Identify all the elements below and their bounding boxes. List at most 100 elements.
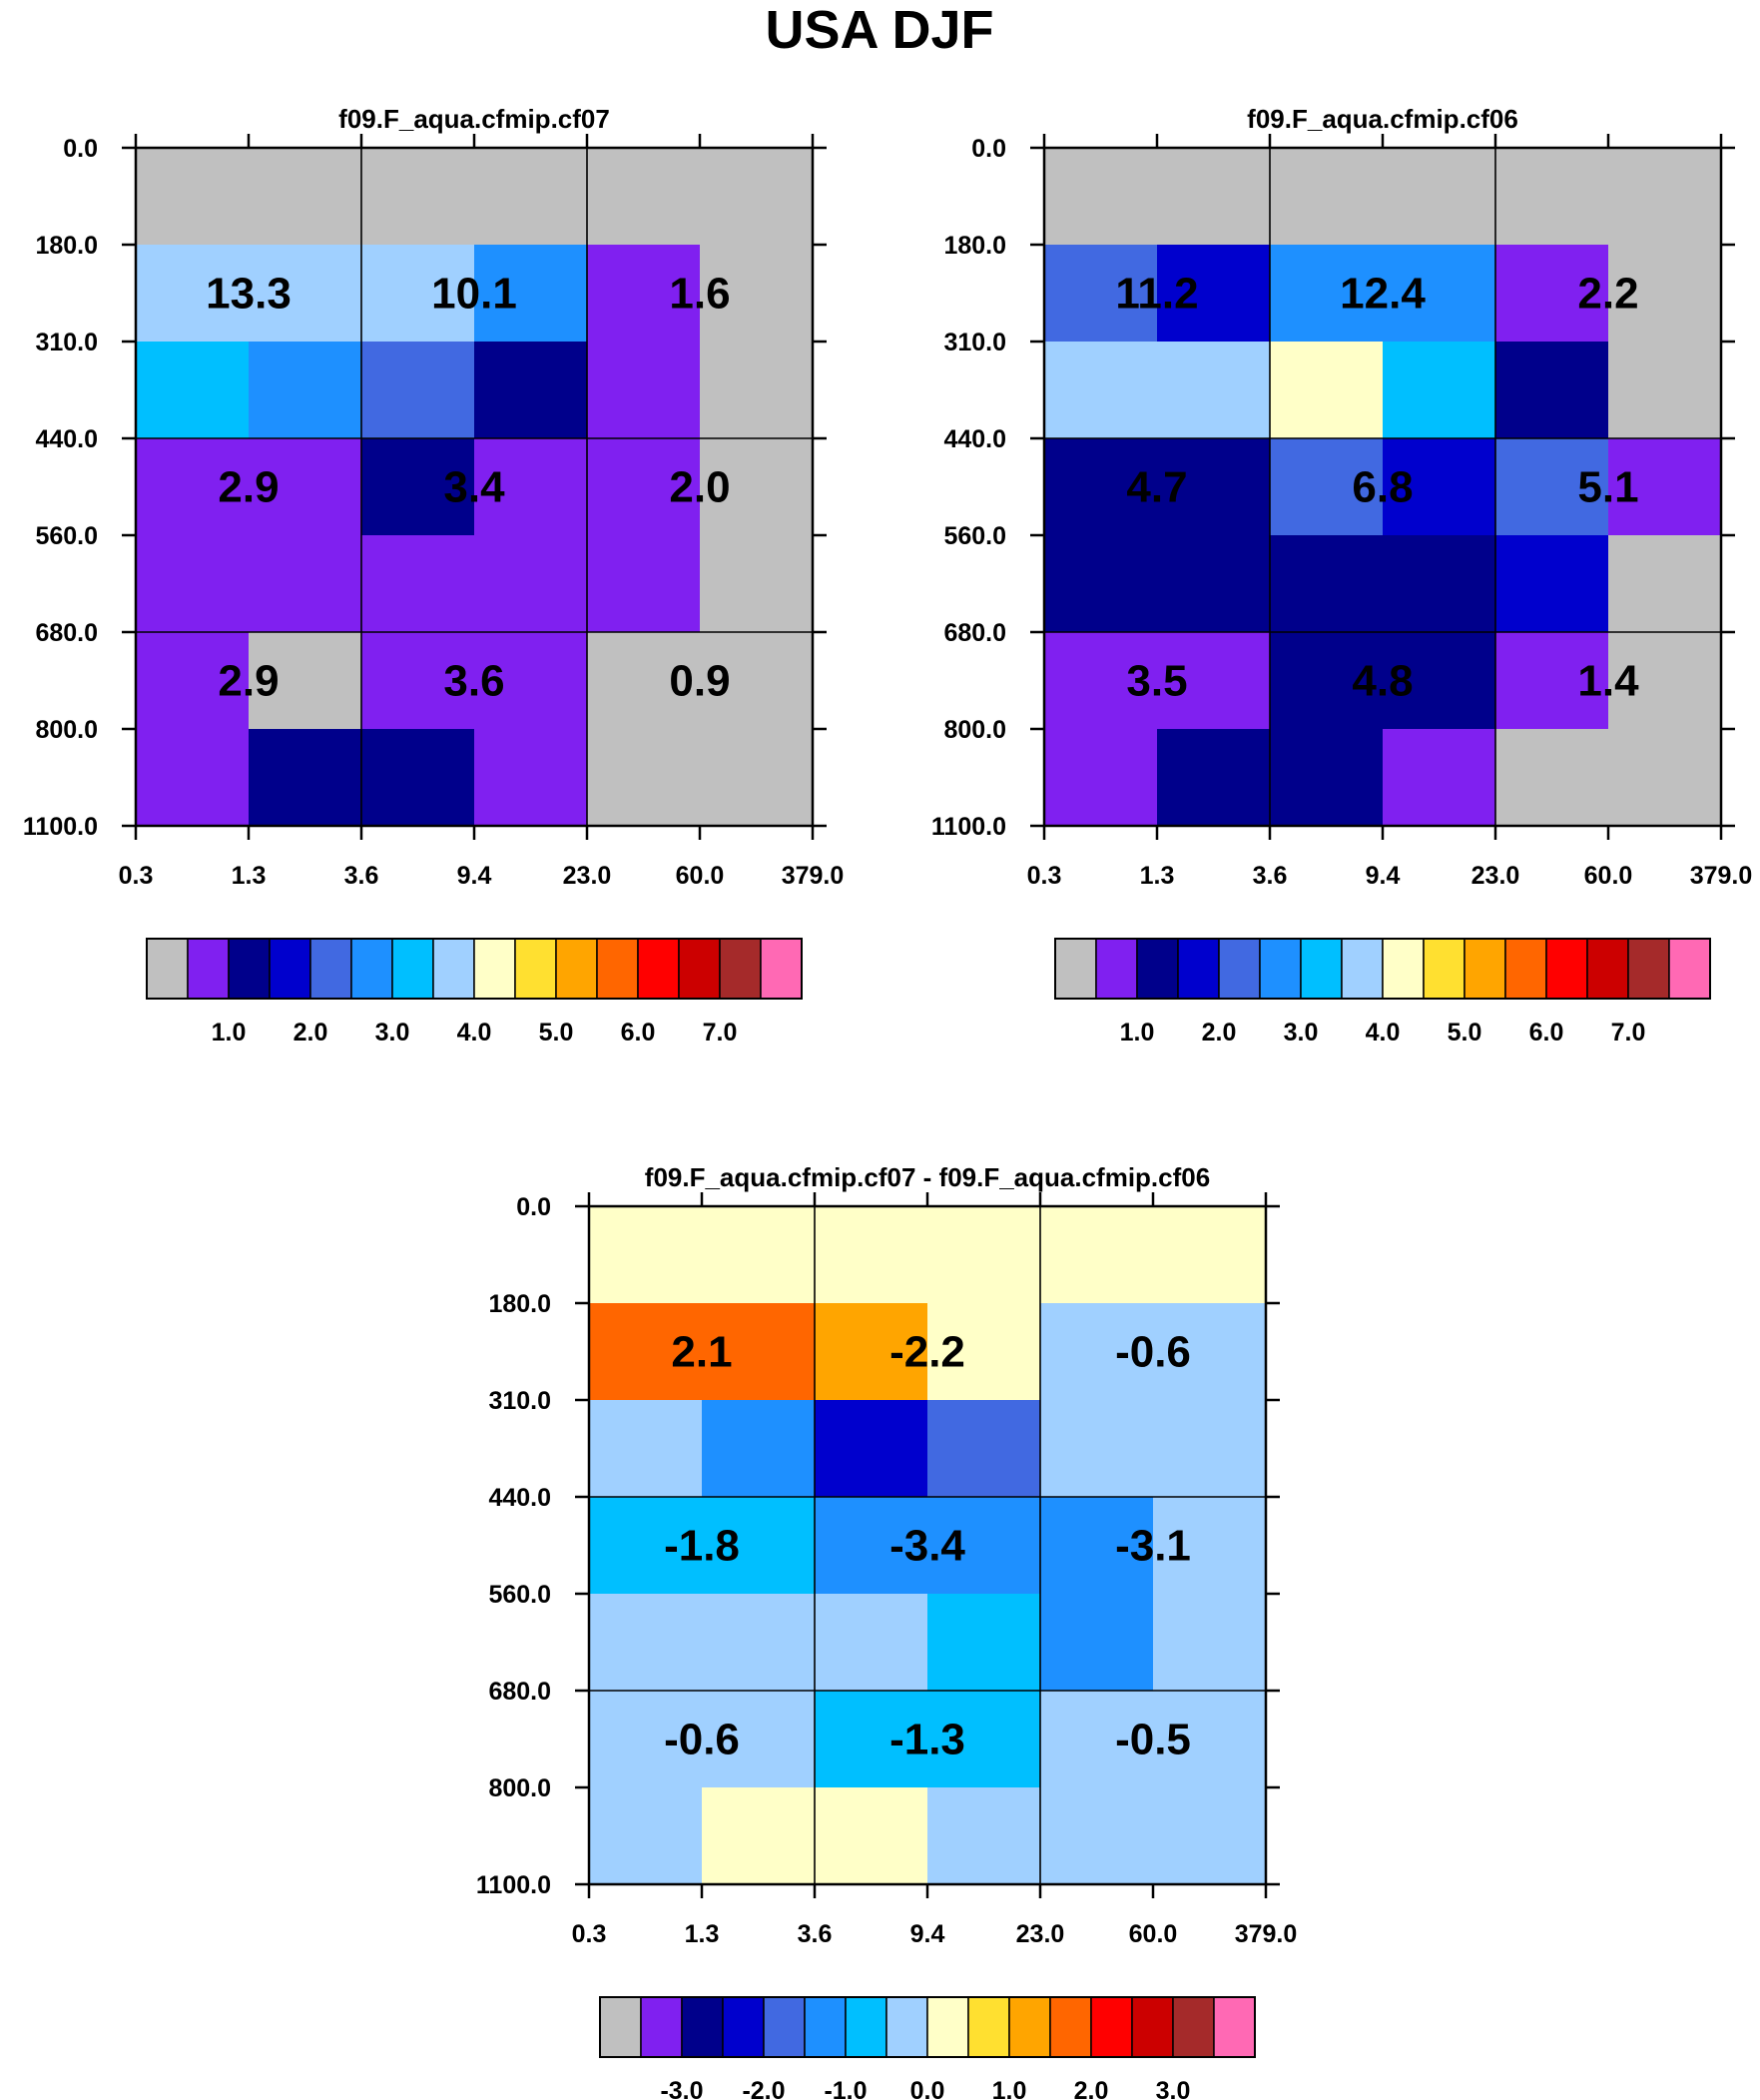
data-label: 12.4 <box>1340 270 1426 319</box>
panel-3: f09.F_aqua.cfmip.cf07 - f09.F_aqua.cfmip… <box>476 1162 1297 2100</box>
colorbar-swatch <box>678 938 721 1000</box>
data-label: 0.9 <box>669 657 730 706</box>
heatmap-cell <box>1383 729 1496 827</box>
colorbar-tick-label: 3.0 <box>375 1019 410 1047</box>
heatmap-cell <box>1153 1497 1267 1595</box>
data-label: 4.8 <box>1352 657 1413 706</box>
heatmap-cell <box>702 1206 816 1304</box>
data-label: 2.2 <box>1577 270 1638 319</box>
colorbar-frame <box>599 1996 1256 2058</box>
heatmap-cell <box>589 1400 703 1498</box>
x-tick-label: 1.3 <box>685 1920 720 1948</box>
heatmap-cell <box>815 1497 928 1595</box>
y-tick-label: 560.0 <box>943 522 1006 550</box>
colorbar-tick-label: 7.0 <box>1611 1019 1646 1047</box>
heatmap-cell <box>249 438 362 536</box>
colorbar: 1.0 2.0 3.0 4.0 5.0 6.0 7.0 <box>146 938 803 1047</box>
heatmap-cell <box>927 1691 1041 1788</box>
x-tick-label: 0.3 <box>572 1920 607 1948</box>
colorbar-swatch <box>1095 938 1138 1000</box>
y-tick-label: 680.0 <box>943 619 1006 647</box>
heatmap-cell <box>474 535 588 633</box>
colorbar-swatch <box>1382 938 1425 1000</box>
heatmap-cell <box>700 148 814 246</box>
heatmap-cell <box>1040 1691 1154 1788</box>
colorbar-swatch <box>763 1996 806 2058</box>
heatmap-cell <box>1608 535 1722 633</box>
heatmap-cell <box>249 729 362 827</box>
heatmap-cell <box>1270 729 1384 827</box>
colorbar-swatch <box>1586 938 1629 1000</box>
x-tick-label: 23.0 <box>563 862 612 890</box>
data-label: 10.1 <box>431 270 517 319</box>
heatmap-cell <box>136 342 250 439</box>
colorbar-swatch <box>1545 938 1588 1000</box>
heatmap-cell <box>1608 342 1722 439</box>
heatmap-cell <box>249 148 362 246</box>
panel-1: f09.F_aqua.cfmip.cf07 13.3 10.1 1.6 2.9 3.4 2.… <box>23 104 844 1047</box>
colorbar-tick-label: 7.0 <box>703 1019 738 1047</box>
colorbar-swatch <box>391 938 434 1000</box>
heatmap-cell <box>1153 1206 1267 1304</box>
colorbar-swatch <box>187 938 230 1000</box>
heatmap-cell <box>136 148 250 246</box>
y-tick-label: 1100.0 <box>931 813 1006 841</box>
data-label: -0.6 <box>664 1716 740 1764</box>
heatmap-cell <box>702 1400 816 1498</box>
colorbar-swatch <box>722 1996 765 2058</box>
heatmap-cell <box>1040 1497 1154 1595</box>
data-label: 3.4 <box>443 463 505 512</box>
x-tick-label: 1.3 <box>232 862 267 890</box>
heatmap-cell <box>815 1303 928 1401</box>
heatmap-cell <box>1044 535 1158 633</box>
heatmap-cell <box>702 1787 816 1885</box>
heatmap-cell <box>361 245 475 343</box>
heatmap-cell <box>587 438 701 536</box>
colorbar-tick-label: 1.0 <box>212 1019 247 1047</box>
data-label: 3.5 <box>1126 657 1187 706</box>
heatmap-cell <box>136 245 250 343</box>
panel-title: f09.F_aqua.cfmip.cf06 <box>1247 104 1518 134</box>
colorbar-swatch <box>1341 938 1384 1000</box>
heatmap-cell <box>1040 1303 1154 1401</box>
colorbar-tick-label: 0.0 <box>910 2077 945 2100</box>
heatmap-cell <box>136 632 250 730</box>
heatmap-cell <box>927 1594 1041 1692</box>
heatmap-cell <box>587 245 701 343</box>
figure-title: USA DJF <box>765 0 993 60</box>
heatmap-cell <box>589 1691 703 1788</box>
colorbar-swatch <box>514 938 557 1000</box>
y-tick-label: 0.0 <box>516 1193 551 1221</box>
heatmap-cell <box>815 1206 928 1304</box>
colorbar-tick-label: 2.0 <box>293 1019 328 1047</box>
heatmap-cell <box>702 1497 816 1595</box>
colorbar-swatch <box>1172 1996 1215 2058</box>
heatmap-cell <box>927 1787 1041 1885</box>
data-label: 5.1 <box>1577 463 1638 512</box>
colorbar-tick-label: -2.0 <box>742 2077 785 2100</box>
colorbar-swatch <box>228 938 271 1000</box>
heatmap-cell <box>1495 535 1609 633</box>
heatmap-cell <box>589 1303 703 1401</box>
heatmap-cell <box>815 1400 928 1498</box>
heatmap-cell <box>1270 438 1384 536</box>
heatmap-cell <box>589 1497 703 1595</box>
heatmap-cell <box>361 342 475 439</box>
y-tick-label: 1100.0 <box>23 813 98 841</box>
colorbar-swatch <box>350 938 393 1000</box>
heatmap-cell <box>1270 632 1384 730</box>
heatmap-cell <box>249 535 362 633</box>
heatmap-cell <box>927 1206 1041 1304</box>
heatmap-cell <box>700 438 814 536</box>
heatmap-cell <box>1495 438 1609 536</box>
colorbar-swatch <box>596 938 639 1000</box>
colorbar-swatch <box>309 938 352 1000</box>
colorbar-tick-label: 2.0 <box>1202 1019 1237 1047</box>
y-tick-label: 180.0 <box>488 1290 551 1318</box>
colorbar-tick-label: 1.0 <box>1120 1019 1155 1047</box>
heatmap-cell <box>1040 1206 1154 1304</box>
heatmap-cell <box>249 342 362 439</box>
heatmap-cell <box>1157 342 1271 439</box>
heatmap-cell <box>1157 535 1271 633</box>
